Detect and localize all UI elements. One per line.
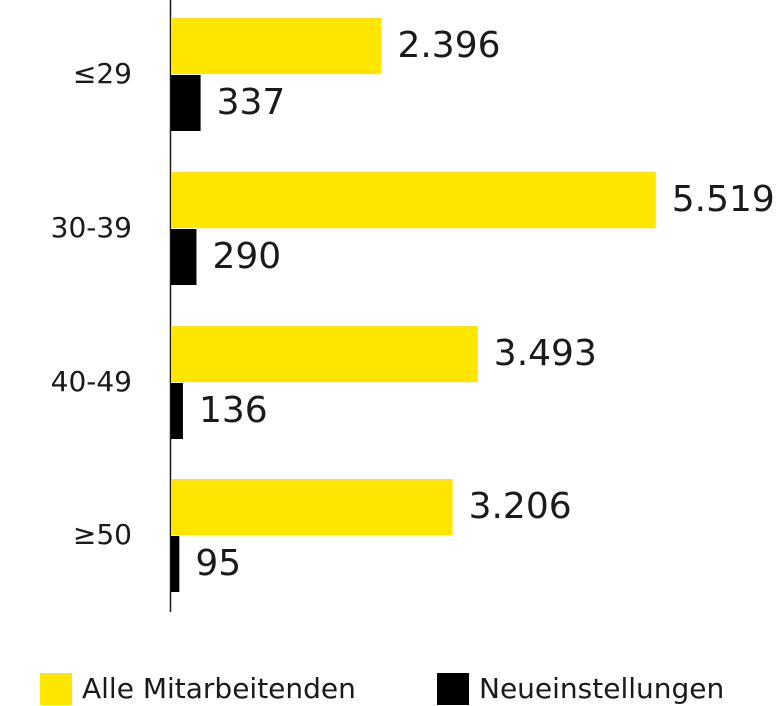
value-label: 2.396 xyxy=(397,25,500,66)
value-label: 136 xyxy=(199,390,268,431)
bar xyxy=(171,479,453,535)
value-label: 3.493 xyxy=(494,333,597,374)
y-tick-label: 40-49 xyxy=(51,365,132,398)
value-label: 95 xyxy=(195,543,241,584)
value-label: 337 xyxy=(217,82,286,123)
y-tick-label: ≤29 xyxy=(73,57,132,90)
y-tick-label: 30-39 xyxy=(51,211,132,244)
legend-swatch xyxy=(40,673,72,705)
value-label: 3.206 xyxy=(469,486,572,527)
y-tick-label: ≥50 xyxy=(73,518,132,551)
bar xyxy=(171,383,183,439)
legend-swatch xyxy=(437,673,469,705)
bar xyxy=(171,172,656,228)
value-label: 290 xyxy=(212,236,281,277)
value-label: 5.519 xyxy=(672,179,775,220)
bar xyxy=(171,326,478,382)
bar xyxy=(171,18,382,74)
legend-label: Neueinstellungen xyxy=(479,672,724,705)
bar xyxy=(171,536,180,592)
bar xyxy=(171,75,201,131)
bar xyxy=(171,229,197,285)
legend-label: Alle Mitarbeitenden xyxy=(82,672,356,705)
